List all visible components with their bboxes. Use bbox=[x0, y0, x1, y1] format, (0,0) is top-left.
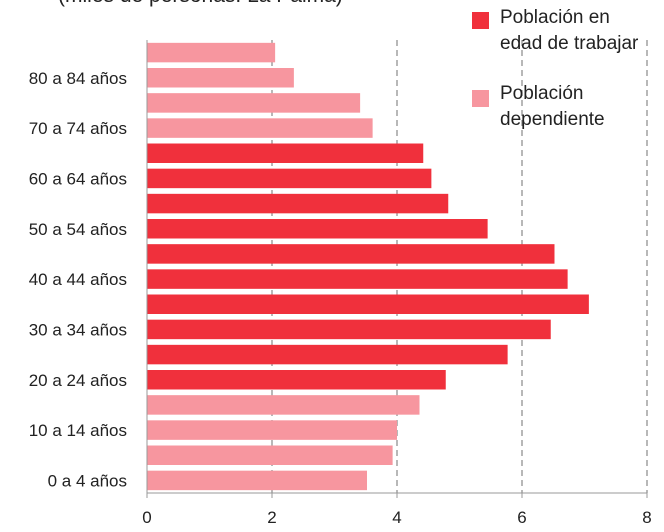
x-tick-label-2: 2 bbox=[267, 508, 276, 527]
legend-label-dependent-line1: Población bbox=[500, 83, 584, 104]
bar-4 bbox=[147, 370, 446, 390]
y-tick-label-0: 0 a 4 años bbox=[48, 471, 127, 490]
bar-13 bbox=[147, 143, 424, 163]
x-tick-label-4: 4 bbox=[392, 508, 401, 527]
bar-12 bbox=[147, 168, 432, 189]
y-tick-label-16: 80 a 84 años bbox=[29, 69, 127, 88]
y-tick-label-4: 20 a 24 años bbox=[29, 371, 127, 390]
bar-17 bbox=[147, 42, 276, 63]
bar-3 bbox=[147, 395, 420, 415]
y-tick-label-10: 50 a 54 años bbox=[29, 220, 127, 239]
bar-2 bbox=[147, 420, 397, 440]
legend-label-working-age-line2: edad de trabajar bbox=[500, 33, 639, 54]
bar-16 bbox=[147, 68, 294, 88]
bar-0 bbox=[147, 470, 367, 491]
y-tick-label-8: 40 a 44 años bbox=[29, 270, 127, 289]
bar-5 bbox=[147, 344, 508, 365]
chart-title: (miles de personas. La Palma) bbox=[58, 0, 343, 8]
bar-14 bbox=[147, 118, 373, 138]
bar-11 bbox=[147, 193, 449, 214]
x-tick-label-6: 6 bbox=[517, 508, 526, 527]
legend-swatch-dependent bbox=[472, 90, 489, 107]
bar-1 bbox=[147, 445, 393, 465]
bar-15 bbox=[147, 93, 361, 113]
x-tick-label-8: 8 bbox=[642, 508, 651, 527]
legend-label-dependent-line2: dependiente bbox=[500, 109, 605, 130]
bar-10 bbox=[147, 219, 488, 239]
y-tick-label-2: 10 a 14 años bbox=[29, 421, 127, 440]
y-tick-label-12: 60 a 64 años bbox=[29, 169, 127, 188]
bar-8 bbox=[147, 269, 568, 289]
x-tick-label-0: 0 bbox=[142, 508, 151, 527]
bar-6 bbox=[147, 319, 551, 340]
bar-9 bbox=[147, 244, 555, 264]
legend-swatch-working-age bbox=[472, 12, 489, 29]
bar-7 bbox=[147, 294, 589, 314]
legend-label-working-age-line1: Población en bbox=[500, 7, 610, 28]
y-tick-label-14: 70 a 74 años bbox=[29, 119, 127, 138]
y-tick-label-6: 30 a 34 años bbox=[29, 320, 127, 339]
